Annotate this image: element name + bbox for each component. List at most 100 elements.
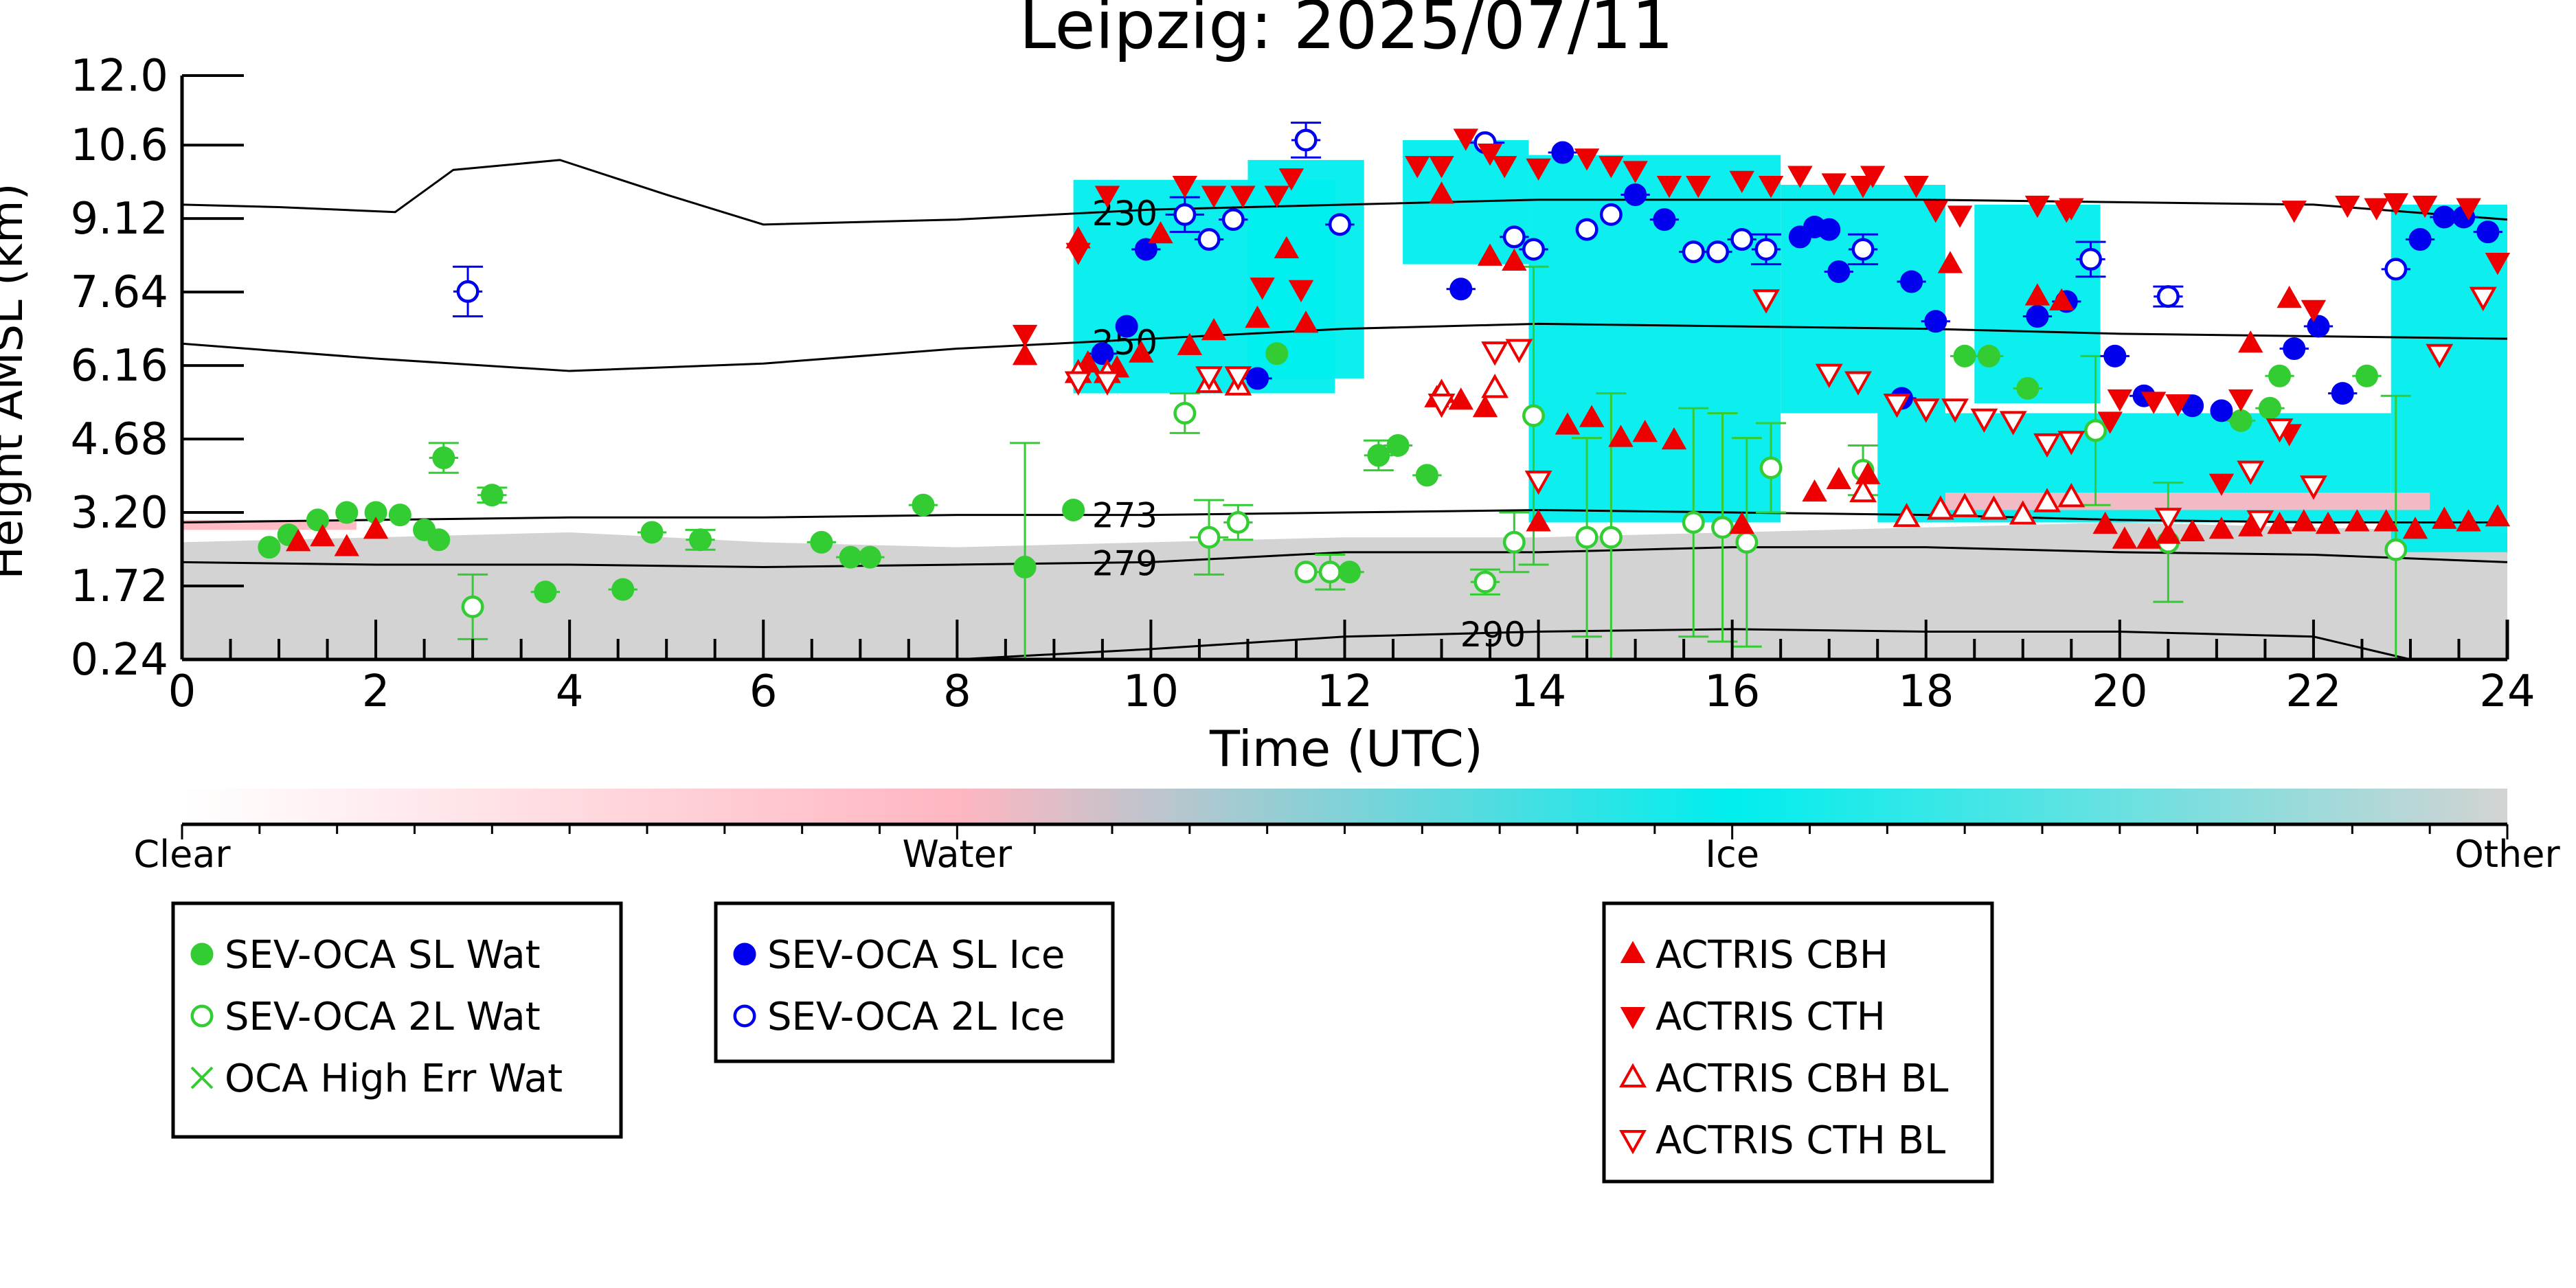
actris-cth-point — [2107, 389, 2133, 412]
actris-cth-point — [2383, 193, 2409, 216]
actris-cth-point — [2097, 411, 2123, 434]
actris-cth-point — [2412, 195, 2438, 218]
actris-cbh-point — [1729, 511, 1754, 534]
actris-cth-point — [1850, 176, 1876, 199]
sev-oca-sl-ice-point — [1246, 367, 1269, 390]
sev-oca-sl-wat-point — [534, 580, 557, 604]
actris-cth-point — [2456, 198, 2481, 221]
actris-cth-point — [1012, 324, 1038, 348]
contour-line-273 — [182, 508, 2507, 524]
actris-cth-bl-point — [1941, 398, 1969, 423]
sev-oca-sl-wat-point — [1953, 344, 1976, 368]
actris-cth-bl-point — [1224, 366, 1252, 391]
actris-cth-bl-point — [2469, 286, 2497, 311]
water-class-region — [1945, 493, 2430, 510]
sev-oca-sl-wat-point — [689, 528, 712, 552]
actris-cbh-point — [310, 523, 335, 547]
legend-box — [1602, 901, 1994, 1184]
sev-oca-sl-wat-point — [335, 501, 359, 524]
actris-cth-point — [1686, 176, 1711, 199]
sev-oca-sl-wat-point — [1265, 342, 1289, 365]
sev-oca-sl-ice-point — [1091, 342, 1114, 365]
actris-cth-point — [2364, 198, 2389, 221]
actris-cth-point — [2228, 389, 2254, 412]
legend-box — [171, 901, 623, 1139]
sev-oca-sl-ice-point — [2408, 228, 2432, 251]
plot-axes: 0 2 4 6 8 10 12 14 16 18 20 22 240.241.723.204.686.1… — [71, 51, 2535, 717]
sev-oca-2l-ice-point — [1502, 225, 1526, 249]
sev-oca-2l-wat-point — [1226, 511, 1250, 534]
actris-cth-point — [2059, 198, 2084, 221]
legend-label: SEV-OCA SL Ice — [767, 933, 1065, 978]
actris-cbh-point — [1201, 317, 1227, 341]
sev-oca-2l-ice-point — [2384, 258, 2408, 281]
actris-cth-point — [1201, 185, 1227, 208]
actris-cth-bl-point — [1524, 471, 1552, 495]
actris-cbh-point — [1802, 479, 1827, 502]
actris-cbh-point — [2024, 283, 2050, 306]
actris-cbh-point — [2402, 517, 2428, 539]
actris-cth-point — [1623, 161, 1648, 183]
legend-box — [714, 901, 1115, 1063]
contour-label-290: 290 — [1460, 615, 1526, 655]
actris-cth-point — [1729, 170, 1754, 194]
sev-oca-2l-wat-point — [1318, 561, 1342, 584]
sev-oca-sl-wat-point — [640, 521, 664, 544]
sev-oca-sl-wat-point — [1013, 556, 1037, 579]
actris-cbh-point — [1555, 412, 1581, 435]
contour-label-279: 279 — [1092, 544, 1157, 584]
contour-line-279 — [182, 546, 2507, 569]
sev-oca-sl-wat-point — [480, 484, 504, 507]
sev-oca-2l-ice-point — [1851, 238, 1875, 261]
actris-cbh-point — [363, 517, 389, 539]
sev-oca-2l-wat-point — [1735, 530, 1759, 554]
colorbar-label-other: Other — [2454, 833, 2560, 876]
actris-cbh-bl-point — [1849, 477, 1877, 503]
sev-oca-2l-wat-point — [2384, 538, 2408, 561]
actris-cbh-bl-point — [2057, 483, 2086, 508]
actris-cth-point — [1453, 128, 1479, 151]
actris-cth-bl-point — [1505, 339, 1533, 363]
actris-cth-point — [2301, 300, 2327, 322]
sev-oca-sl-ice-point — [2210, 399, 2233, 422]
actris-cth-point — [2281, 201, 2307, 223]
actris-cbh-point — [1274, 236, 1300, 258]
legend-marker — [733, 942, 756, 966]
sev-oca-2l-ice-point — [1754, 238, 1778, 261]
actris-cbh-bl-point — [1926, 495, 1954, 520]
x-tick-label: 2 — [362, 666, 390, 717]
legend-marker — [733, 1004, 756, 1028]
sev-oca-2l-wat-point — [1759, 456, 1783, 479]
actris-cbh-point — [1245, 305, 1270, 328]
sev-oca-sl-ice-point — [1115, 315, 1138, 338]
actris-cbh-point — [2456, 509, 2481, 532]
y-tick-label: 4.68 — [71, 414, 169, 465]
sev-oca-2l-ice-point — [2079, 247, 2103, 271]
actris-cth-point — [2165, 394, 2191, 417]
sev-oca-sl-ice-point — [2476, 221, 2500, 244]
colorbar-label-clear: Clear — [133, 833, 231, 876]
actris-cth-bl-point — [1844, 371, 1872, 396]
actris-cth-bl-point — [1094, 371, 1121, 396]
actris-cbh-point — [1148, 221, 1173, 244]
legend-label: OCA High Err Wat — [225, 1057, 563, 1101]
actris-cbh-point — [1608, 425, 1634, 447]
actris-cbh-point — [1129, 340, 1154, 363]
actris-cth-point — [1526, 158, 1551, 181]
legend-marker — [1619, 1130, 1647, 1155]
y-tick-label: 9.12 — [71, 194, 169, 245]
actris-cbh-point — [334, 534, 359, 556]
sev-oca-2l-ice-point — [1599, 203, 1623, 226]
actris-cbh-point — [1526, 509, 1551, 532]
sev-oca-sl-wat-point — [1977, 344, 2000, 368]
actris-cbh-point — [1177, 332, 1203, 355]
sev-oca-2l-ice-point — [1294, 128, 1318, 152]
actris-cth-point — [1758, 176, 1784, 199]
sev-oca-sl-ice-point — [1653, 208, 1676, 231]
actris-cth-point — [1094, 185, 1120, 208]
actris-cth-point — [1250, 278, 1275, 300]
actris-cth-point — [1656, 176, 1682, 199]
sev-oca-2l-wat-point — [1599, 526, 1623, 549]
actris-cbh-point — [1855, 462, 1881, 484]
